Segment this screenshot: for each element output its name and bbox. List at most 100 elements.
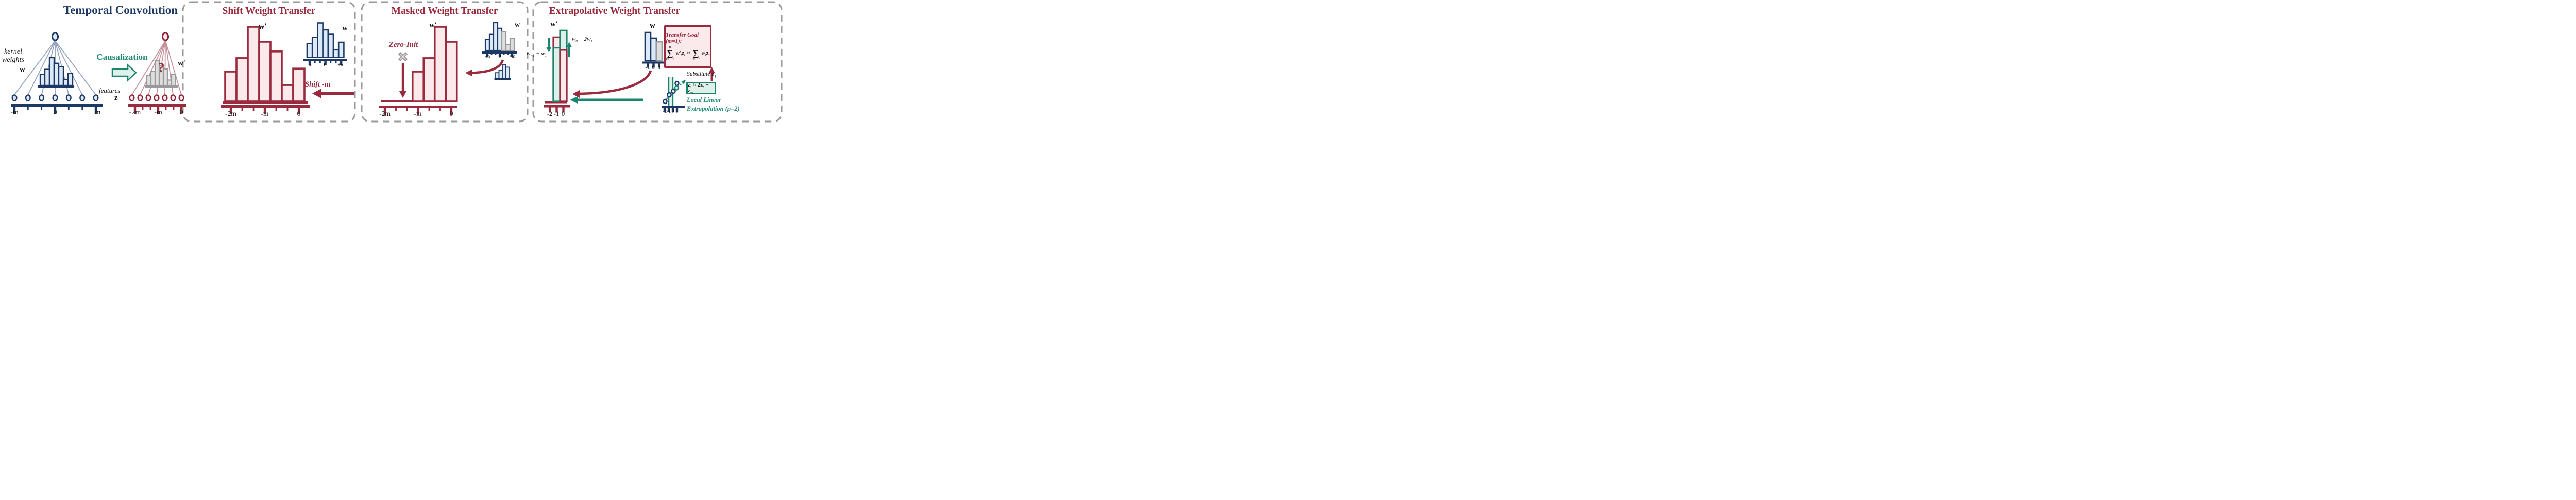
tick-label: 0: [53, 109, 57, 116]
tick-label: +m: [337, 62, 345, 68]
axis-tick: [252, 108, 255, 111]
axis-tick: [675, 108, 679, 112]
unknown-question-mark: ?: [158, 60, 165, 75]
tick-label: -m: [414, 110, 422, 117]
axis-tick: [41, 107, 43, 110]
shift-panel-border: [182, 1, 356, 123]
figure-canvas: Temporal Convolution kernel weights w fe…: [0, 0, 787, 125]
tick-label: -2m: [129, 109, 141, 116]
bar-original: [559, 49, 568, 102]
features-label: features: [99, 87, 121, 94]
axis-tick: [658, 63, 660, 68]
transfer-goal-formula: 0 ∑ t=−2 w′tzt ≈ 1 ∑ t=−1 wtzt: [666, 45, 710, 62]
feature-point: [667, 92, 672, 98]
feature-node: [52, 94, 58, 101]
w-label-left: w: [20, 65, 25, 74]
local-linear-label-line2: Extrapolation (p=2): [687, 105, 740, 112]
bar: [67, 73, 74, 87]
causalization-arrow-icon: [111, 63, 137, 82]
feature-node: [65, 94, 72, 101]
causalization-label: Causalization: [96, 52, 148, 62]
kernel-weights-label-line1: kernel: [4, 48, 22, 56]
zero-init-label: Zero-Init: [388, 41, 418, 49]
tick-label: 1: [658, 64, 661, 71]
extrapolative-main-axis: [544, 105, 570, 113]
axis-tick: [324, 61, 327, 65]
bar: [497, 27, 503, 51]
axis-tick: [417, 108, 419, 115]
shift-operation-label: Shift -m: [305, 80, 331, 89]
tick-label: 0: [671, 109, 674, 114]
axis-tick: [54, 107, 57, 114]
tick-label: -m: [154, 109, 162, 116]
shift-main-axis: [221, 105, 310, 114]
bar: [655, 41, 663, 62]
axis-tick: [335, 61, 337, 63]
masked-zero-bins-bar: [381, 100, 413, 102]
bar: [509, 38, 515, 51]
bar: [422, 57, 436, 102]
feature-node: [129, 94, 135, 101]
bar: [292, 67, 306, 102]
bar: [39, 74, 46, 87]
axis-tick: [319, 61, 321, 63]
bar: [488, 33, 495, 51]
axis-tick: [663, 108, 666, 112]
weight-increase-arrow-icon: [567, 42, 572, 57]
axis-tick: [652, 63, 655, 68]
bar: [317, 22, 324, 58]
bar: [48, 57, 55, 87]
feature-node: [145, 94, 151, 101]
tick-label: -2m: [379, 110, 391, 117]
extrapolation-plot-axis: [662, 106, 685, 112]
masked-w-label: w: [515, 21, 520, 29]
bar: [493, 22, 499, 51]
axis-tick: [671, 108, 674, 112]
bar: [58, 66, 64, 87]
feature-points: [663, 80, 680, 105]
bar: [235, 57, 249, 102]
bar: [269, 50, 283, 102]
axis-tick: [142, 107, 144, 110]
tick-label: -1: [553, 110, 560, 117]
axis-tick: [495, 54, 497, 55]
feature-node: [162, 94, 168, 101]
extrapolative-w-prime-label: w′: [550, 20, 558, 28]
bar: [411, 71, 425, 102]
axis-tick: [647, 63, 649, 68]
temporal-conv-nodes: [11, 32, 99, 101]
causal-conv-nodes: [129, 32, 184, 101]
tick-label: 0: [297, 110, 301, 117]
substitution-arrow-icon: [570, 96, 643, 104]
bar-new: [552, 46, 561, 102]
feature-node: [25, 94, 31, 101]
tick-label: 0: [449, 110, 453, 117]
extrapolation-equation: z1 ≈ 2z0 − z−1: [688, 82, 709, 95]
axis-tick: [263, 108, 266, 114]
tick-label: -m: [307, 62, 313, 68]
feature-point: [674, 80, 680, 87]
kernel-weights-label-line2: weights: [2, 56, 24, 64]
extrapolation-band: [668, 77, 673, 106]
axis-tick: [314, 61, 316, 63]
tick-label: +m: [509, 54, 516, 59]
axis-tick: [511, 54, 514, 57]
extrapolative-w-label: w: [650, 22, 655, 30]
axis-tick: [406, 108, 408, 111]
axis-tick: [13, 107, 16, 114]
axis-tick: [229, 108, 232, 114]
extrapolative-panel-title: Extrapolative Weight Transfer: [549, 6, 681, 16]
feature-point: [671, 88, 676, 94]
tick-label: -1: [667, 109, 671, 114]
masked-panel-title: Masked Weight Transfer: [391, 6, 498, 16]
masked-causal-part-histogram: [494, 64, 511, 80]
tick-label: 0: [652, 64, 655, 71]
axis-tick: [503, 54, 505, 55]
axis-tick: [286, 108, 289, 111]
tick-label: 1: [675, 109, 679, 114]
output-node: [51, 32, 59, 41]
axis-tick: [149, 107, 151, 110]
bar: [322, 29, 329, 58]
bar: [224, 71, 238, 102]
axis-tick: [439, 108, 441, 111]
